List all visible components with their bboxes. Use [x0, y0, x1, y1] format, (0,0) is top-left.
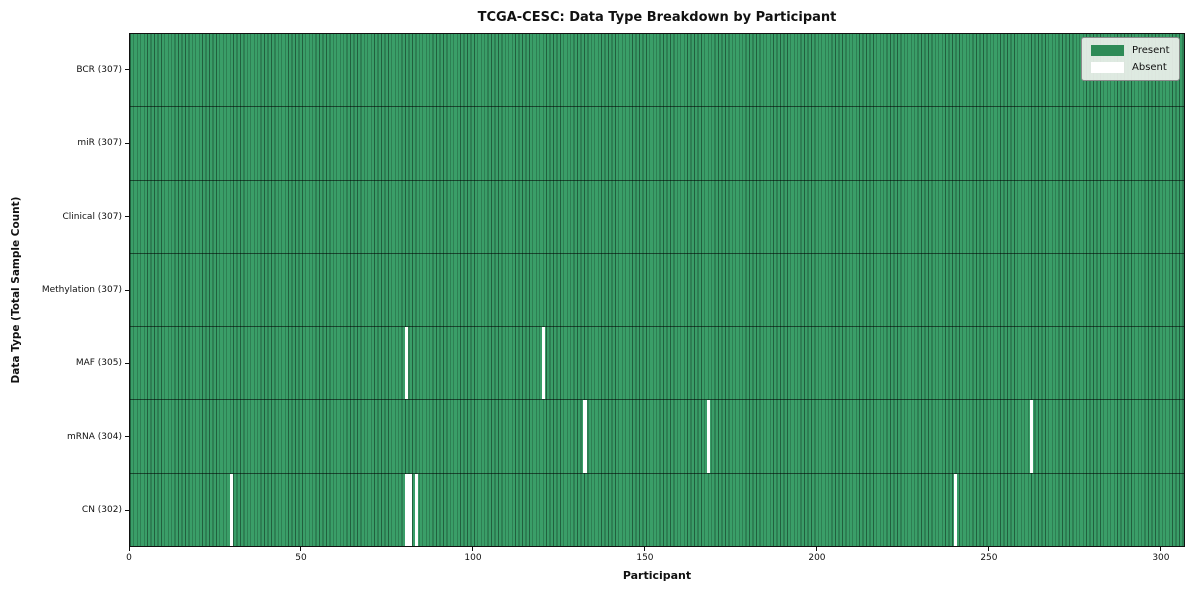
y-tick-label: Clinical (307) — [62, 211, 122, 222]
heatmap-row-miR — [130, 107, 1184, 181]
y-tick-label: MAF (305) — [75, 358, 122, 369]
legend-swatch-absent — [1091, 62, 1124, 73]
absent-stripe — [953, 473, 958, 546]
x-tick-label: 250 — [980, 553, 998, 563]
y-tick-mark — [125, 436, 129, 438]
absent-stripe — [583, 400, 587, 473]
y-tick-label: CN (302) — [81, 505, 122, 516]
y-tick-label: Methylation (307) — [41, 285, 122, 295]
x-tick-label: 0 — [126, 553, 132, 563]
absent-stripe — [404, 327, 409, 400]
x-tick-mark — [1160, 547, 1162, 551]
y-tick-label: mRNA (304) — [67, 431, 122, 442]
absent-stripe — [414, 473, 419, 546]
x-tick-mark — [300, 547, 302, 551]
heatmap-plot-area — [129, 33, 1185, 547]
absent-stripe — [229, 473, 233, 546]
legend-entry-present: Present — [1091, 45, 1170, 56]
legend-label-present: Present — [1132, 45, 1170, 56]
heatmap-row-Methylation — [130, 254, 1184, 328]
x-tick-mark — [128, 547, 130, 551]
heatmap-row-mRNA — [130, 400, 1184, 474]
y-tick-label: miR (307) — [77, 138, 122, 149]
y-tick-mark — [125, 509, 129, 511]
heatmap-row-BCR — [130, 34, 1184, 108]
x-tick-mark — [472, 547, 474, 551]
absent-stripe — [541, 327, 546, 400]
legend-label-absent: Absent — [1132, 62, 1167, 73]
legend-entry-absent: Absent — [1091, 62, 1170, 73]
x-tick-label: 200 — [808, 553, 826, 563]
heatmap-row-MAF — [130, 327, 1184, 401]
y-tick-label: BCR (307) — [76, 64, 122, 75]
absent-stripe — [404, 473, 409, 546]
y-tick-mark — [125, 142, 129, 144]
x-tick-mark — [816, 547, 818, 551]
legend-swatch-present — [1091, 45, 1124, 56]
x-tick-label: 100 — [464, 553, 482, 563]
x-axis-label: Participant — [622, 569, 692, 582]
x-tick-mark — [988, 547, 990, 551]
x-tick-label: 50 — [295, 553, 307, 563]
y-tick-mark — [125, 362, 129, 364]
absent-stripe — [1029, 400, 1033, 473]
y-tick-mark — [125, 216, 129, 218]
legend: Present Absent — [1081, 37, 1180, 81]
absent-stripe — [408, 473, 412, 546]
y-tick-mark — [125, 69, 129, 71]
x-tick-label: 300 — [1152, 553, 1170, 563]
x-tick-mark — [644, 547, 646, 551]
heatmap-row-Clinical — [130, 181, 1184, 254]
absent-stripe — [706, 400, 711, 473]
x-tick-label: 150 — [636, 553, 654, 563]
y-tick-mark — [125, 289, 129, 291]
heatmap-row-CN — [130, 473, 1184, 546]
chart-title: TCGA-CESC: Data Type Breakdown by Partic… — [477, 10, 837, 25]
